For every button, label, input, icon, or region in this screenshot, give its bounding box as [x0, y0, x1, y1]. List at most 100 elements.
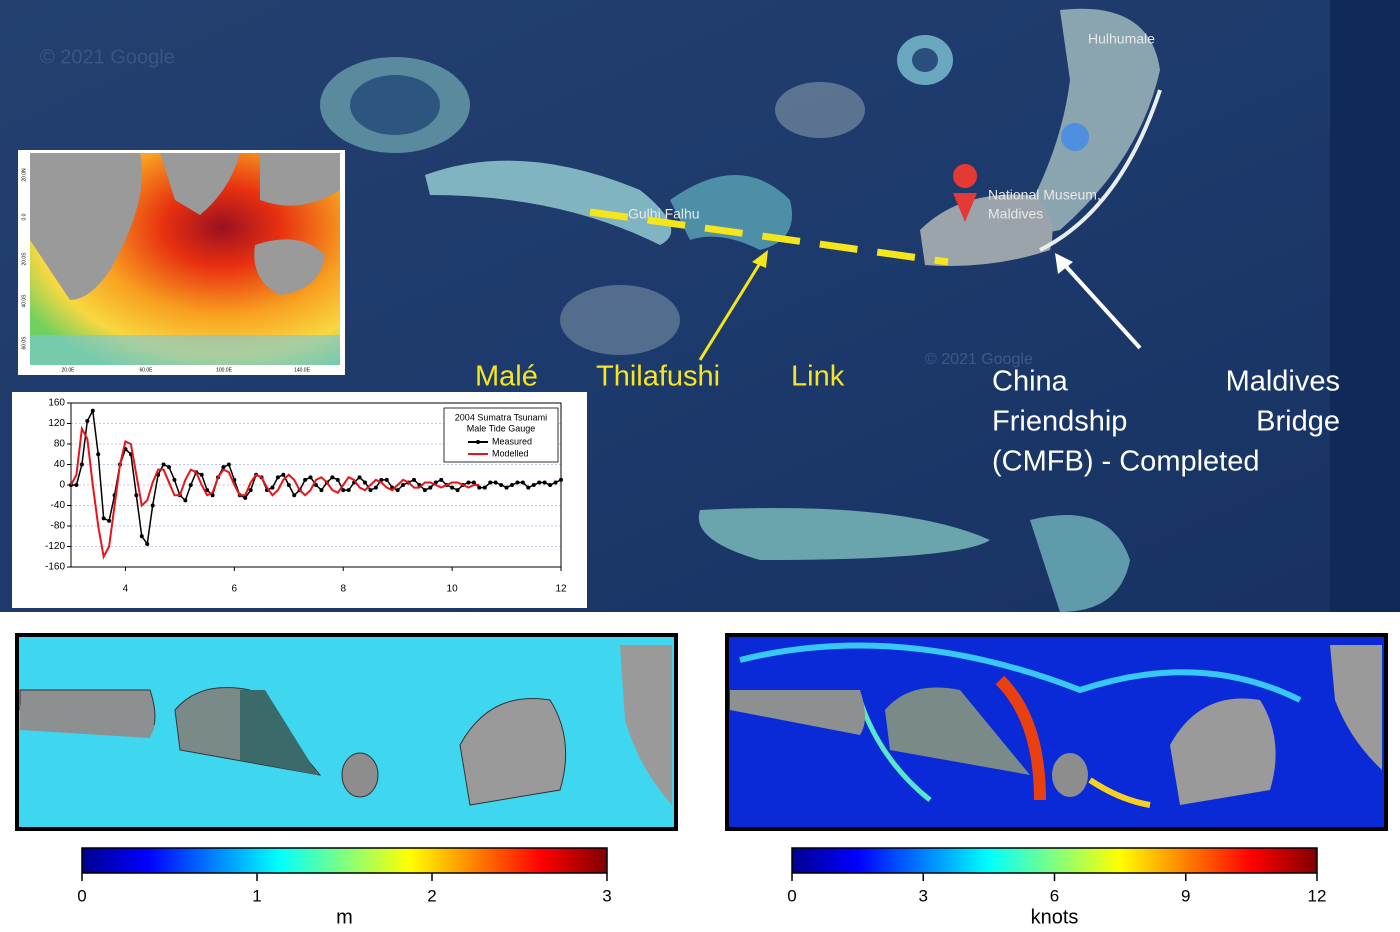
data-point: [526, 486, 530, 490]
data-point: [167, 465, 171, 469]
inset-tick-label: 20.0N: [21, 168, 27, 182]
y-tick-label: 80: [54, 439, 66, 450]
data-point: [221, 465, 225, 469]
data-point: [172, 478, 176, 482]
y-tick-label: 40: [54, 459, 66, 470]
colorbar-tick-label: 1: [252, 886, 261, 905]
legend-label: Measured: [492, 436, 532, 446]
data-point: [303, 478, 307, 482]
y-tick-label: -160: [45, 562, 65, 573]
place-label: Maldives: [988, 206, 1043, 222]
x-tick-label: 8: [340, 584, 346, 595]
data-point: [200, 473, 204, 477]
data-point: [499, 483, 503, 487]
colorbar-tick-label: 3: [602, 886, 611, 905]
colorbar-tick-label: 2: [427, 886, 436, 905]
tide-gauge-chart: 16012080400-40-80-120-16046810122004 Sum…: [12, 392, 587, 608]
bridge-label: Maldives: [1226, 366, 1340, 398]
airport-icon: [1061, 123, 1089, 151]
place-label: Hulhumale: [1088, 31, 1155, 47]
data-point: [309, 475, 313, 479]
legend-title: Male Tide Gauge: [467, 423, 536, 433]
data-point: [532, 483, 536, 487]
x-tick-label: 10: [447, 584, 459, 595]
data-point: [189, 483, 193, 487]
data-point: [287, 483, 291, 487]
colorbar: [82, 848, 607, 873]
inset-tick-label: 100.0E: [216, 367, 233, 373]
data-point: [319, 488, 323, 492]
data-point: [162, 463, 166, 467]
data-point: [374, 486, 378, 490]
slide: © 2021 Google © 2021 Google Hulhumale Gu…: [0, 0, 1400, 927]
data-point: [102, 516, 106, 520]
data-point: [91, 409, 95, 413]
colorbar-tick-label: 6: [1050, 886, 1059, 905]
y-tick-label: -40: [51, 500, 66, 511]
colorbar-tick-label: 12: [1308, 886, 1327, 905]
legend-marker: [476, 440, 480, 444]
legend-label: Modelled: [492, 448, 529, 458]
data-point: [515, 480, 519, 484]
data-point: [363, 480, 367, 484]
inset-tick-label: 140.0E: [294, 367, 311, 373]
data-point: [96, 452, 100, 456]
x-tick-label: 12: [555, 584, 567, 595]
y-tick-label: 120: [48, 418, 65, 429]
bridge-label: Friendship: [992, 406, 1127, 438]
link-label: Thilafushi: [596, 361, 720, 393]
data-point: [341, 488, 345, 492]
data-point: [276, 475, 280, 479]
data-point: [428, 486, 432, 490]
data-point: [412, 478, 416, 482]
y-tick-label: -80: [51, 521, 66, 532]
colorbar-tick-label: 3: [919, 886, 928, 905]
data-point: [423, 488, 427, 492]
data-point: [450, 486, 454, 490]
data-point: [505, 486, 509, 490]
legend-title: 2004 Sumatra Tsunami: [455, 412, 547, 422]
y-tick-label: 160: [48, 398, 65, 409]
colorbar-tick-label: 0: [77, 886, 86, 905]
data-point: [336, 478, 340, 482]
place-label: National Museum,: [988, 187, 1101, 203]
inset-tick-label: 60.0E: [139, 367, 153, 373]
data-point: [107, 519, 111, 523]
data-point: [140, 534, 144, 538]
data-point: [466, 480, 470, 484]
data-point: [494, 480, 498, 484]
colorbar-tick-label: 0: [787, 886, 796, 905]
data-point: [543, 480, 547, 484]
data-point: [151, 504, 155, 508]
x-tick-label: 4: [123, 584, 129, 595]
data-point: [85, 419, 89, 423]
data-point: [477, 486, 481, 490]
data-point: [510, 483, 514, 487]
inundation-panel: [17, 635, 676, 829]
data-point: [472, 480, 476, 484]
bridge-label: China: [992, 366, 1069, 398]
data-point: [347, 488, 351, 492]
data-point: [548, 483, 552, 487]
data-point: [401, 483, 405, 487]
inset-tick-label: 0.0: [21, 213, 27, 220]
data-point: [80, 463, 84, 467]
data-point: [396, 488, 400, 492]
colorbar-label: m: [336, 906, 353, 927]
link-label: Link: [791, 361, 845, 393]
colorbar: [792, 848, 1317, 873]
data-point: [281, 473, 285, 477]
data-point: [385, 478, 389, 482]
data-point: [537, 480, 541, 484]
inset-tick-label: 20.0S: [21, 252, 27, 266]
page: {"map": { "watermark": "© 2021 Google", …: [0, 0, 1400, 927]
data-point: [559, 478, 563, 482]
link-label: Malé: [475, 361, 538, 393]
data-point: [330, 475, 334, 479]
x-tick-label: 6: [232, 584, 238, 595]
current-panel: [727, 635, 1386, 829]
data-point: [243, 496, 247, 500]
watermark: © 2021 Google: [40, 46, 175, 68]
